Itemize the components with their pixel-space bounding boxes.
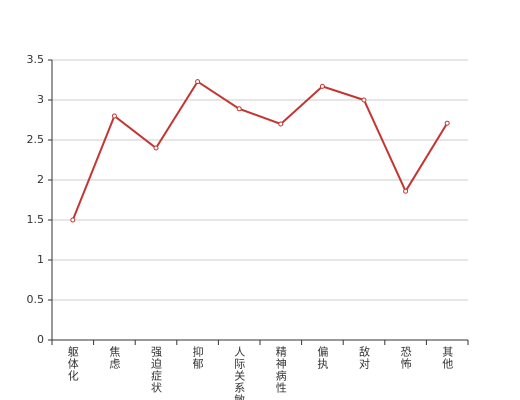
point <box>70 217 76 223</box>
x-tick-label: 其他 <box>441 346 454 370</box>
point <box>195 79 201 85</box>
y-tick-label: 2 <box>37 173 44 186</box>
y-tick-label: 0 <box>37 333 44 346</box>
point <box>111 113 117 119</box>
y-tick-label: 2.5 <box>27 133 45 146</box>
x-tick-label: 敌对 <box>358 345 371 370</box>
y-tick-label: 0.5 <box>27 293 45 306</box>
x-tick-label: 精神病性 <box>274 346 287 394</box>
y-tick-label: 3.5 <box>27 53 45 66</box>
x-tick-label: 强迫症状 <box>150 346 163 394</box>
x-tick-label: 抑郁 <box>191 345 204 370</box>
point <box>403 188 409 194</box>
x-tick-label: 恐怖 <box>399 346 412 370</box>
y-tick-label: 1.5 <box>27 213 45 226</box>
point <box>319 83 325 89</box>
line <box>71 80 449 221</box>
x-tick-label: 焦虑 <box>108 346 121 370</box>
y-tick-label: 3 <box>37 93 44 106</box>
point <box>361 97 367 103</box>
point <box>236 106 242 112</box>
point <box>278 121 284 127</box>
point <box>153 145 159 151</box>
point <box>444 120 450 126</box>
x-tick-label: 躯体化 <box>66 346 79 382</box>
x-tick-label: 偏执 <box>316 345 329 370</box>
y-tick-label: 1 <box>37 253 44 266</box>
x-tick-label: 人际关系敏感 <box>233 346 246 400</box>
